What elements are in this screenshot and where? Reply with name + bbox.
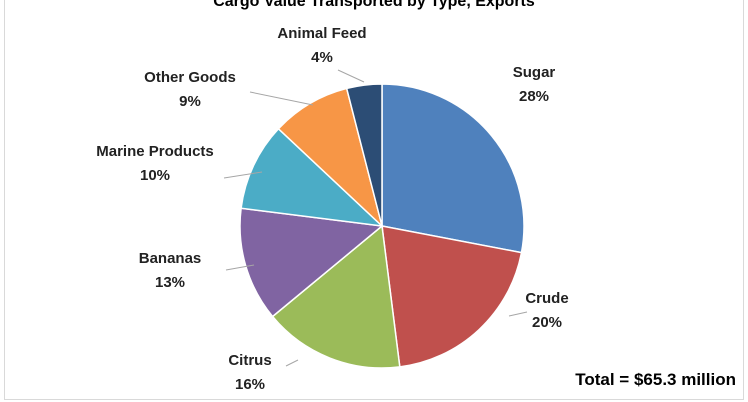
slice-label-bananas: Bananas — [139, 250, 202, 267]
pie-slice-animal-feed — [345, 83, 383, 227]
slice-percent-bananas: 13% — [155, 274, 185, 291]
pie-slice-citrus — [271, 224, 401, 369]
slice-labels: Sugar 28% Crude 20% Citrus 16% Bananas 13% Marin… — [96, 25, 568, 393]
pie-slice-crude — [381, 225, 523, 368]
slice-label-animal-feed: Animal Feed — [277, 25, 366, 42]
leader-lines — [223, 69, 528, 367]
slice-percent-marine-products: 10% — [140, 167, 170, 184]
leader-line-crude — [508, 311, 528, 317]
slice-label-marine-products: Marine Products — [96, 143, 214, 160]
slice-percent-crude: 20% — [532, 314, 562, 331]
slice-label-other-goods: Other Goods — [144, 69, 236, 86]
leader-line-bananas — [225, 264, 255, 271]
slice-label-citrus: Citrus — [228, 352, 271, 369]
slice-percent-other-goods: 9% — [179, 93, 201, 110]
slice-label-crude: Crude — [525, 290, 568, 307]
slice-percent-sugar: 28% — [519, 88, 549, 105]
chart-title: Cargo Value Transported by Type, Exports — [213, 0, 535, 10]
leader-line-marine-products — [223, 171, 263, 179]
slice-percent-citrus: 16% — [235, 376, 265, 393]
total-annotation: Total = $65.3 million — [575, 370, 736, 389]
slice-percent-animal-feed: 4% — [311, 49, 333, 66]
leader-line-citrus — [285, 359, 299, 367]
pie-slices — [239, 83, 525, 369]
leader-line-other-goods — [249, 91, 314, 106]
leader-line-animal-feed — [337, 69, 365, 83]
pie-slice-sugar — [381, 83, 525, 254]
pie-slice-bananas — [239, 207, 384, 318]
slice-label-sugar: Sugar — [513, 64, 556, 81]
pie-slice-marine-products — [240, 127, 385, 228]
